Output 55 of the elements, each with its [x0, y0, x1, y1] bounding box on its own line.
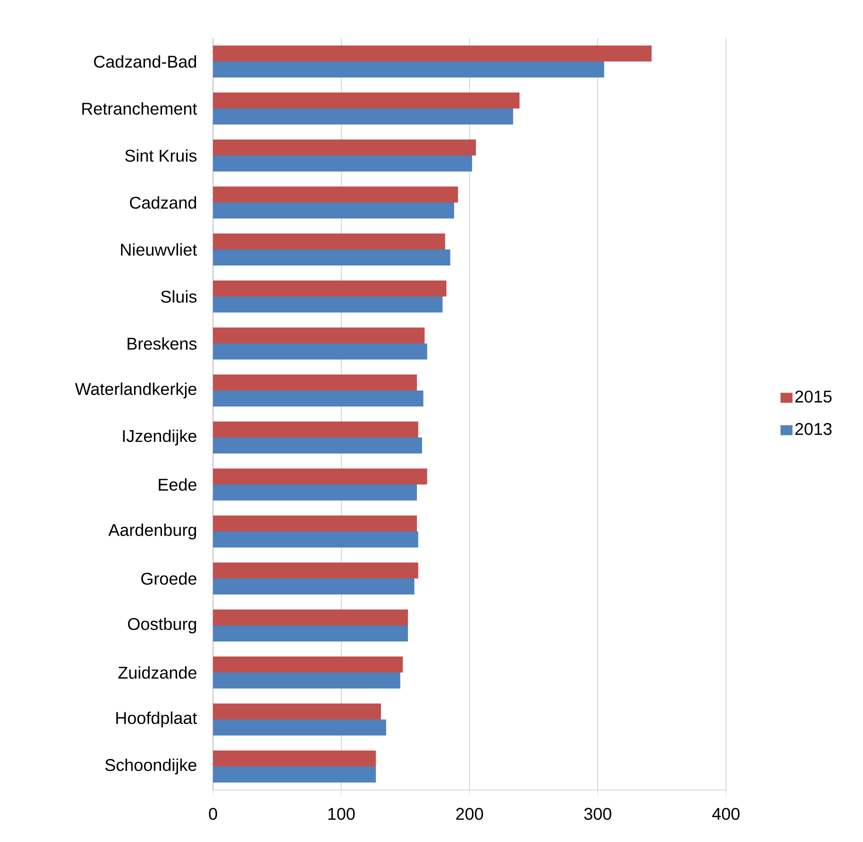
y-tick-label: Oostburg	[128, 618, 196, 634]
bar	[213, 92, 520, 108]
bar	[213, 484, 417, 500]
y-tick-label: Sint Kruis	[125, 149, 197, 162]
bar	[213, 61, 604, 78]
x-tick-label: 0	[208, 808, 218, 820]
x-tick-label: 300	[584, 808, 612, 820]
bar	[213, 562, 418, 578]
y-tick-label: Aardenburg	[108, 524, 196, 540]
bar	[213, 296, 443, 312]
bar	[213, 186, 458, 202]
y-tick-label: Waterlandkerkje	[75, 382, 196, 398]
y-tick-label: Eede	[158, 478, 196, 491]
bar	[213, 374, 417, 390]
y-tick-label: Schoondijke	[105, 758, 196, 774]
bar	[213, 139, 476, 156]
bar	[213, 249, 450, 266]
y-tick-label: Groede	[141, 572, 196, 585]
bar	[213, 233, 446, 250]
legend-label: 2015	[795, 390, 832, 403]
bar	[213, 155, 472, 172]
bar	[213, 531, 418, 548]
bar	[213, 766, 376, 782]
x-tick-label: 200	[456, 808, 484, 820]
bar	[213, 719, 386, 736]
y-tick-label: Retranchement	[82, 102, 197, 115]
y-tick-label: IJzendijke	[123, 430, 196, 446]
bar	[213, 390, 424, 406]
x-tick-label: 400	[712, 808, 740, 820]
x-tick-label: 100	[328, 808, 355, 820]
bar	[213, 609, 408, 626]
bar	[213, 656, 403, 672]
bar	[213, 672, 400, 688]
bar	[213, 750, 376, 766]
bar	[213, 578, 414, 594]
y-tick-label: Cadzand	[130, 196, 196, 209]
bar	[213, 327, 425, 344]
y-tick-label: Hoofdplaat	[116, 712, 197, 728]
y-tick-label: Nieuwvliet	[121, 243, 197, 256]
y-tick-label: Sluis	[161, 290, 197, 303]
y-tick-label: Breskens	[128, 337, 197, 350]
bar	[213, 343, 428, 360]
bar	[213, 515, 417, 532]
bar	[213, 45, 652, 62]
bar	[213, 468, 428, 484]
bar	[213, 202, 454, 218]
bar	[213, 437, 422, 454]
bar	[213, 108, 514, 124]
bar	[213, 280, 446, 296]
y-tick-label: Zuidzande	[118, 666, 196, 679]
bar	[213, 625, 408, 642]
legend-label: 2013	[795, 422, 832, 436]
y-tick-label: Cadzand-Bad	[94, 55, 196, 68]
bar	[213, 703, 382, 720]
bar	[213, 421, 418, 438]
